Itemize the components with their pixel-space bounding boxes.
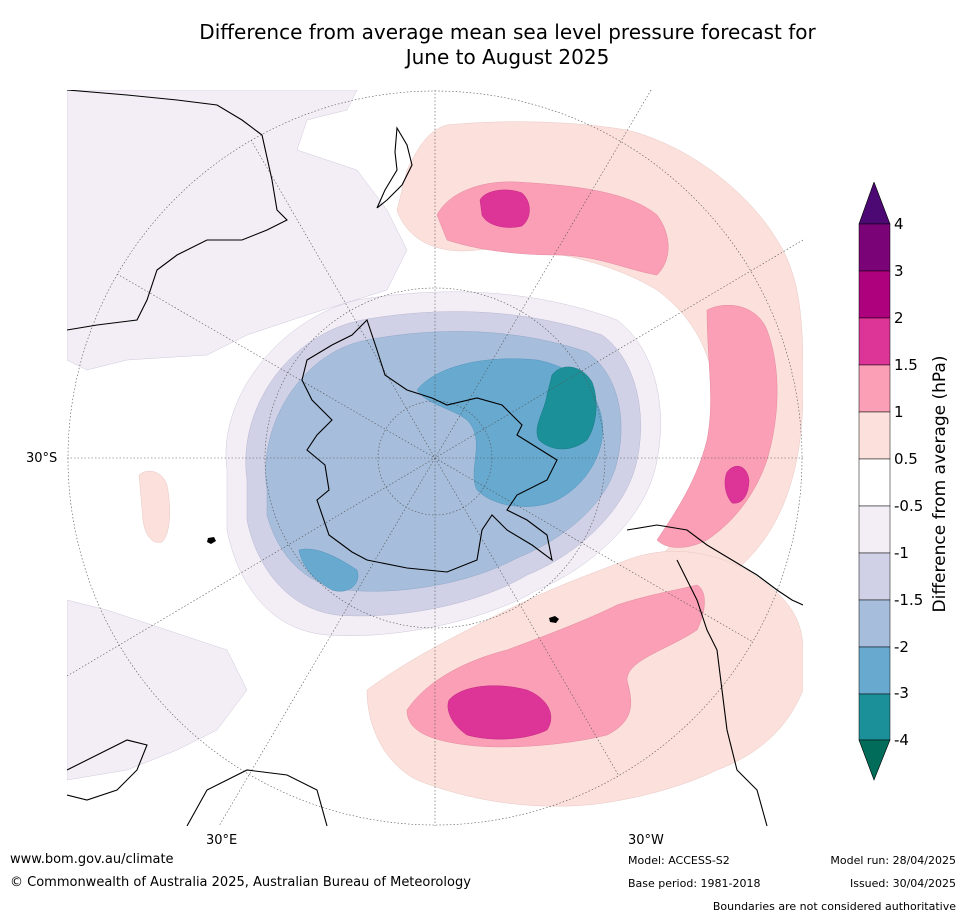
- new-zealand-coastline: [376, 126, 413, 209]
- longitude-label-30w: 30°W: [628, 833, 664, 848]
- title-line-1: Difference from average mean sea level p…: [199, 20, 816, 44]
- colorbar-tick-m1: -1: [894, 544, 909, 562]
- anomaly-positive-1.5-2-east: [724, 465, 750, 504]
- colorbar-segment-m3-m2: [858, 646, 891, 695]
- australia-coastline: [67, 90, 288, 331]
- colorbar-segment-m2-m1.5: [858, 599, 891, 648]
- colorbar-tick-m4: -4: [894, 731, 909, 749]
- antarctica-coastline: [301, 318, 558, 573]
- colorbar-title: Difference from average (hPa): [930, 355, 950, 613]
- anomaly-positive-0.5-1-small: [138, 470, 170, 543]
- anomaly-weak-negative-southwest: [67, 599, 248, 781]
- south-america-coastline: [626, 524, 803, 826]
- anomaly-positive-1.5-2-pacific: [479, 189, 530, 228]
- model-run-text: Model run: 28/04/2025: [830, 854, 956, 867]
- colorbar-tick-0.5: 0.5: [894, 450, 918, 468]
- anomaly-weak-negative-north: [67, 90, 408, 371]
- issued-text: Issued: 30/04/2025: [849, 877, 956, 890]
- disclaimer-text: Boundaries are not considered authoritat…: [712, 900, 956, 913]
- colorbar-segment-0.5-1: [858, 411, 891, 460]
- colorbar-tick-m1.5: -1.5: [894, 591, 924, 609]
- colorbar-segment-1.5-2: [858, 317, 891, 366]
- colorbar-tick-1: 1: [894, 403, 904, 421]
- colorbar-extend-high: [858, 182, 891, 225]
- colorbar-segment-neutral: [858, 458, 891, 507]
- copyright-text: © Commonwealth of Australia 2025, Austra…: [10, 875, 471, 890]
- colorbar-segment-m4-m3: [858, 693, 891, 741]
- colorbar-tick-1.5: 1.5: [894, 356, 918, 374]
- latitude-label-30s: 30°S: [26, 451, 58, 466]
- colorbar-tick-2: 2: [894, 309, 904, 327]
- model-text: Model: ACCESS-S2: [628, 854, 730, 867]
- map-svg: [67, 90, 803, 826]
- anomaly-negative-3-4: [536, 366, 597, 450]
- base-period-text: Base period: 1981-2018: [628, 877, 761, 890]
- colorbar-segment-3-4: [858, 223, 891, 272]
- longitude-label-30e: 30°E: [206, 833, 238, 848]
- colorbar-segment-m1-m0.5: [858, 505, 891, 554]
- colorbar: [858, 182, 891, 781]
- anomaly-positive-1.5-2-atlantic: [447, 685, 552, 740]
- colorbar-tick-m3: -3: [894, 684, 909, 702]
- colorbar-tick-4: 4: [894, 215, 904, 233]
- graticule: [67, 90, 803, 826]
- colorbar-tick-m0.5: -0.5: [894, 497, 924, 515]
- website-link[interactable]: www.bom.gov.au/climate: [10, 852, 174, 867]
- africa-coastline: [67, 739, 328, 826]
- colorbar-segment-1-1.5: [858, 364, 891, 413]
- colorbar-tick-3: 3: [894, 262, 904, 280]
- anomaly-negative-2-3-small: [298, 548, 359, 592]
- map-title: Difference from average mean sea level p…: [60, 20, 955, 70]
- colorbar-segment-m1.5-m1: [858, 552, 891, 601]
- polar-map: [67, 90, 803, 826]
- island-marker: [207, 537, 216, 544]
- falkland-islands: [549, 616, 559, 623]
- colorbar-extend-low: [858, 739, 891, 781]
- colorbar-segment-2-3: [858, 270, 891, 319]
- title-line-2: June to August 2025: [405, 45, 610, 69]
- colorbar-tick-m2: -2: [894, 638, 909, 656]
